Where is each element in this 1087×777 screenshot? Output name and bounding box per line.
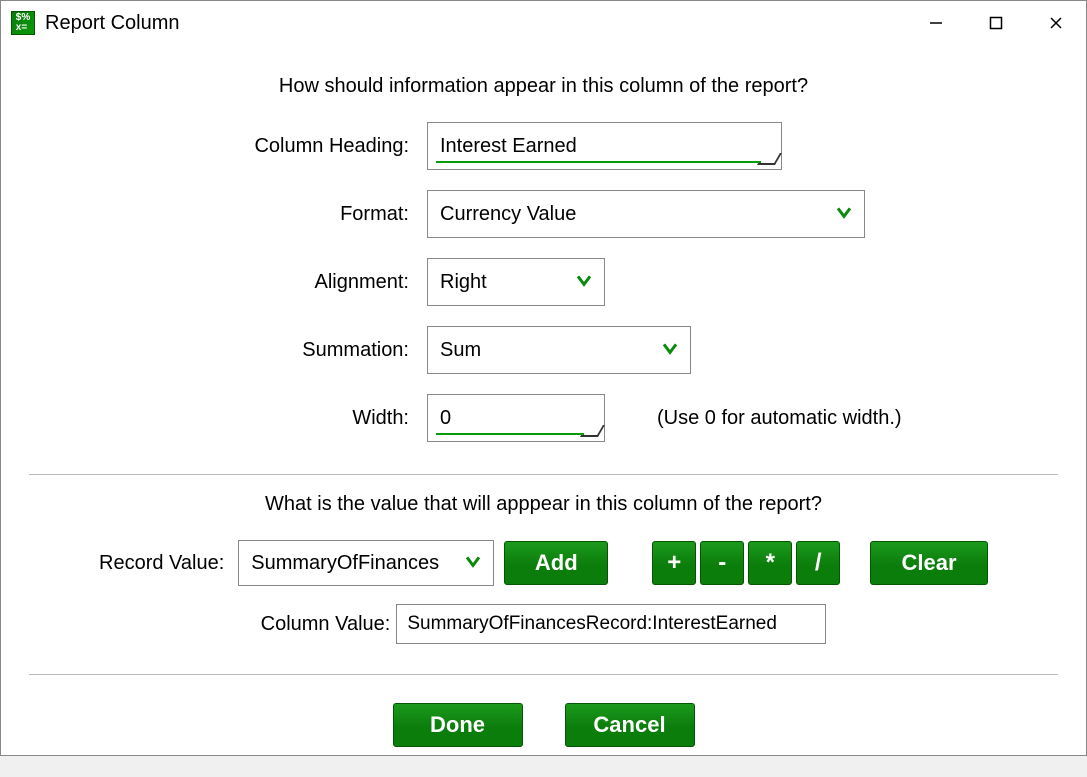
divide-button[interactable]: / [796,541,840,585]
alignment-selected-value: Right [440,271,487,294]
width-label: Width: [29,407,409,430]
section1-prompt: How should information appear in this co… [29,75,1058,98]
title-bar: $%x= Report Column [1,1,1086,45]
section2-prompt: What is the value that will apppear in t… [29,493,1058,516]
resize-grip-icon [757,151,775,165]
record-value-select[interactable]: SummaryOfFinances [238,540,494,586]
cancel-button[interactable]: Cancel [565,703,695,747]
format-label: Format: [29,203,409,226]
chevron-down-icon [662,340,678,356]
dialog-footer: Done Cancel [29,693,1058,757]
plus-button[interactable]: + [652,541,696,585]
summation-label: Summation: [29,339,409,362]
chevron-down-icon [465,553,481,569]
row-summation: Summation: Sum [29,326,1058,374]
record-value-selected: SummaryOfFinances [251,552,439,575]
maximize-button[interactable] [966,1,1026,45]
dialog-window: $%x= Report Column How should informatio… [0,0,1087,756]
width-input-frame [427,394,605,442]
minimize-button[interactable] [906,1,966,45]
column-heading-input-frame [427,122,782,170]
chevron-down-icon [576,272,592,288]
column-heading-input[interactable] [440,135,769,158]
minus-button[interactable]: - [700,541,744,585]
format-selected-value: Currency Value [440,203,576,226]
alignment-select[interactable]: Right [427,258,605,306]
multiply-button[interactable]: * [748,541,792,585]
row-alignment: Alignment: Right [29,258,1058,306]
divider-2 [29,674,1058,675]
row-width: Width: (Use 0 for automatic width.) [29,394,1058,442]
operator-buttons: + - * / [652,541,840,585]
chevron-down-icon [836,204,852,220]
window-controls [906,1,1086,45]
column-value-label: Column Value: [261,613,391,636]
width-hint: (Use 0 for automatic width.) [623,407,1058,430]
app-icon: $%x= [11,11,35,35]
column-value-input[interactable] [396,604,826,644]
done-button[interactable]: Done [393,703,523,747]
clear-button[interactable]: Clear [870,541,988,585]
row-column-heading: Column Heading: [29,122,1058,170]
width-input[interactable] [440,407,592,430]
alignment-label: Alignment: [29,271,409,294]
add-button[interactable]: Add [504,541,608,585]
column-heading-label: Column Heading: [29,135,409,158]
row-column-value: Column Value: [29,604,1058,644]
close-button[interactable] [1026,1,1086,45]
format-select[interactable]: Currency Value [427,190,865,238]
resize-grip-icon [580,423,598,437]
divider-1 [29,474,1058,475]
window-title: Report Column [45,12,906,35]
row-record-value: Record Value: SummaryOfFinances Add + - … [29,540,1058,586]
row-format: Format: Currency Value [29,190,1058,238]
summation-select[interactable]: Sum [427,326,691,374]
record-value-label: Record Value: [99,552,224,575]
summation-selected-value: Sum [440,339,481,362]
dialog-content: How should information appear in this co… [1,45,1086,777]
